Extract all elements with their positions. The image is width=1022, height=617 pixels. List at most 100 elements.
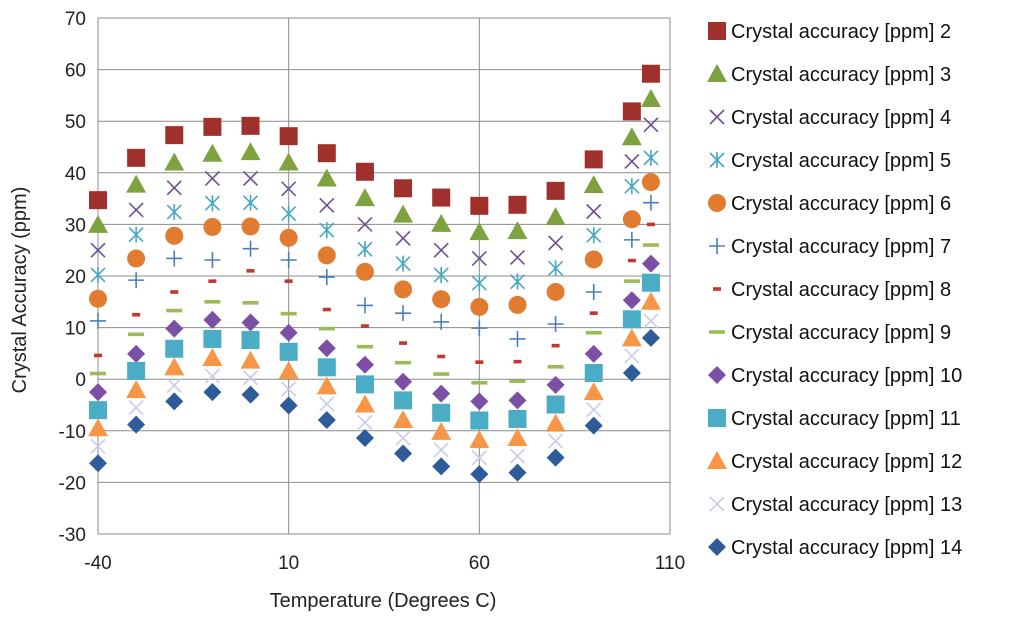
data-point: [393, 409, 414, 428]
data-point: [395, 360, 412, 365]
legend-item: Crystal accuracy [ppm] 3: [707, 64, 951, 86]
y-tick-label: -10: [59, 422, 86, 443]
legend-item: Crystal accuracy [ppm] 13: [709, 494, 962, 516]
data-point: [471, 320, 488, 337]
legend-item: Crystal accuracy [ppm] 9: [709, 322, 951, 344]
legend-item: Crystal accuracy [ppm] 4: [709, 107, 951, 129]
data-point: [641, 254, 660, 273]
series-10: [89, 273, 660, 430]
legend-item: Crystal accuracy [ppm] 14: [708, 537, 962, 559]
data-point: [642, 194, 659, 211]
data-point: [623, 279, 640, 283]
data-point: [508, 391, 527, 410]
x-tick-label: -40: [84, 553, 111, 574]
data-point: [128, 332, 145, 337]
data-point: [584, 416, 603, 435]
legend-marker: [707, 451, 727, 469]
legend-marker: [708, 194, 726, 212]
data-point: [88, 214, 108, 233]
data-point: [279, 396, 298, 415]
data-point: [165, 226, 184, 245]
y-tick-label: 50: [65, 112, 86, 133]
data-point: [281, 381, 297, 397]
data-point: [584, 364, 603, 383]
data-point: [508, 295, 527, 314]
data-point: [545, 413, 566, 432]
legend-label: Crystal accuracy [ppm] 12: [731, 451, 962, 473]
data-point: [132, 312, 141, 317]
y-tick-label: 60: [65, 61, 86, 82]
data-point: [90, 312, 106, 329]
data-point: [203, 117, 222, 136]
data-point: [204, 368, 220, 384]
data-point: [319, 197, 335, 213]
data-point: [508, 409, 527, 428]
legend-marker: [713, 287, 721, 291]
data-point: [284, 279, 293, 283]
data-point: [279, 228, 298, 247]
data-point: [586, 203, 602, 220]
legend-marker: [708, 22, 726, 40]
data-point: [586, 402, 602, 418]
data-point: [88, 418, 108, 437]
data-point: [546, 282, 565, 301]
data-point: [242, 370, 259, 386]
series-9: [89, 254, 660, 411]
legend-label: Crystal accuracy [ppm] 4: [731, 107, 951, 129]
data-point: [395, 255, 411, 272]
data-point: [640, 291, 661, 310]
data-point: [624, 153, 640, 170]
data-point: [471, 381, 488, 385]
data-point: [356, 297, 373, 314]
legend: Crystal accuracy [ppm] 2 Crystal accuracy…: [707, 21, 962, 559]
data-point: [322, 307, 331, 312]
legend-item: Crystal accuracy [ppm] 12: [707, 451, 962, 473]
data-point: [431, 213, 452, 232]
data-point: [128, 226, 144, 243]
x-tick-label: 60: [469, 553, 490, 574]
data-point: [643, 117, 659, 133]
data-point: [433, 442, 449, 458]
data-point: [242, 170, 259, 187]
data-point: [241, 116, 260, 135]
legend-label: Crystal accuracy [ppm] 7: [731, 236, 951, 258]
series-12: [90, 313, 659, 466]
data-point: [641, 64, 660, 83]
data-point: [432, 384, 451, 403]
data-point: [641, 173, 660, 192]
legend-marker: [709, 109, 725, 125]
data-point: [316, 376, 337, 395]
y-tick-label: -30: [59, 525, 86, 546]
data-point: [317, 144, 336, 163]
legend-marker: [707, 64, 727, 82]
x-tick-label: 10: [278, 553, 299, 574]
legend-marker: [709, 238, 725, 254]
legend-label: Crystal accuracy [ppm] 8: [731, 279, 951, 301]
data-point: [319, 222, 335, 239]
data-point: [89, 289, 107, 308]
series-3: [90, 117, 659, 267]
data-point: [508, 195, 527, 214]
data-point: [204, 170, 220, 187]
y-tick-label: 10: [65, 319, 86, 340]
data-point: [433, 372, 450, 376]
data-point: [280, 311, 297, 316]
data-point: [89, 454, 107, 473]
series-11: [88, 291, 661, 449]
data-point: [281, 181, 297, 197]
data-point: [471, 450, 487, 466]
data-point: [585, 330, 602, 335]
data-point: [508, 463, 527, 482]
data-point: [470, 196, 489, 215]
data-point: [90, 438, 106, 454]
data-point: [469, 430, 490, 449]
data-point: [242, 240, 259, 257]
data-point: [165, 339, 184, 358]
data-point: [356, 344, 373, 349]
data-point: [623, 231, 640, 248]
legend-marker: [709, 496, 725, 512]
data-point: [470, 411, 489, 430]
data-point: [395, 230, 411, 246]
data-point: [622, 102, 641, 121]
